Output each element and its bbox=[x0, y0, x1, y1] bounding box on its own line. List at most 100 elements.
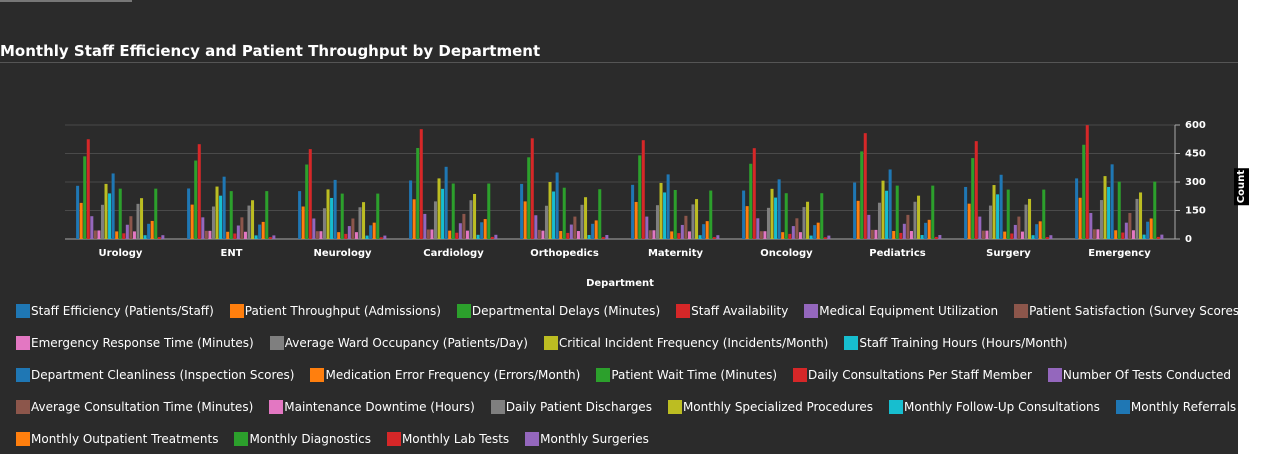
bar bbox=[129, 216, 133, 239]
legend-item[interactable]: Patient Satisfaction (Survey Scores) bbox=[1014, 302, 1238, 319]
bar bbox=[684, 215, 688, 239]
legend-swatch bbox=[543, 335, 558, 350]
bar bbox=[140, 198, 144, 239]
legend-item[interactable]: Monthly Surgeries bbox=[525, 430, 649, 447]
legend-label: Emergency Response Time (Minutes) bbox=[31, 335, 254, 350]
bar bbox=[798, 232, 802, 239]
bar bbox=[1121, 232, 1125, 239]
x-tick-label: Maternity bbox=[648, 248, 704, 259]
legend-item[interactable]: Patient Wait Time (Minutes) bbox=[596, 366, 777, 383]
bar bbox=[1107, 186, 1111, 239]
bar bbox=[326, 189, 330, 239]
bar bbox=[702, 224, 706, 239]
legend-item[interactable]: Number Of Tests Conducted bbox=[1047, 366, 1231, 383]
bar bbox=[791, 226, 795, 239]
legend-item[interactable]: Monthly Referrals bbox=[1115, 398, 1236, 415]
legend-swatch bbox=[16, 399, 30, 414]
legend-item[interactable]: Department Cleanliness (Inspection Score… bbox=[16, 366, 294, 383]
bar bbox=[1124, 222, 1128, 239]
bar bbox=[766, 207, 770, 239]
bar bbox=[863, 133, 867, 239]
bar bbox=[333, 179, 337, 239]
legend-item[interactable]: Average Ward Occupancy (Patients/Day) bbox=[269, 334, 528, 351]
bar bbox=[881, 180, 885, 239]
bar bbox=[677, 233, 681, 239]
bar bbox=[100, 204, 104, 239]
bar bbox=[752, 148, 756, 239]
bar bbox=[1142, 234, 1146, 239]
bar bbox=[559, 231, 563, 239]
bar bbox=[1010, 233, 1014, 239]
legend-item[interactable]: Monthly Outpatient Treatments bbox=[16, 430, 218, 447]
bar bbox=[354, 232, 358, 239]
bar bbox=[634, 201, 638, 239]
legend-item[interactable]: Maintenance Downtime (Hours) bbox=[269, 398, 475, 415]
bar bbox=[806, 201, 810, 239]
bar bbox=[157, 237, 161, 239]
bar bbox=[1139, 192, 1143, 239]
bar bbox=[319, 231, 323, 239]
legend-item[interactable]: Staff Efficiency (Patients/Staff) bbox=[16, 302, 214, 319]
legend-item[interactable]: Average Consultation Time (Minutes) bbox=[16, 398, 253, 415]
legend-item[interactable]: Monthly Follow-Up Consultations bbox=[889, 398, 1100, 415]
bar bbox=[816, 222, 820, 239]
bar bbox=[451, 183, 455, 239]
bar bbox=[992, 185, 996, 239]
legend-item[interactable]: Medical Equipment Utilization bbox=[804, 302, 998, 319]
bar bbox=[971, 158, 975, 239]
legend-item[interactable]: Monthly Diagnostics bbox=[234, 430, 371, 447]
bar bbox=[301, 206, 305, 239]
legend-item[interactable]: Daily Consultations Per Staff Member bbox=[793, 366, 1032, 383]
bar bbox=[695, 199, 699, 239]
legend-swatch bbox=[676, 303, 691, 318]
legend-swatch bbox=[667, 399, 682, 414]
bar bbox=[226, 231, 230, 239]
bar bbox=[1110, 164, 1114, 239]
legend-label: Monthly Surgeries bbox=[540, 431, 649, 446]
bar bbox=[365, 235, 369, 239]
bar bbox=[867, 214, 871, 239]
bar bbox=[576, 231, 580, 239]
bar bbox=[964, 186, 968, 239]
legend-swatch bbox=[456, 303, 471, 318]
legend-item[interactable]: Staff Availability bbox=[676, 302, 788, 319]
legend: Staff Efficiency (Patients/Staff) Patient… bbox=[16, 302, 1238, 447]
bar bbox=[770, 188, 774, 239]
bar bbox=[906, 214, 910, 239]
bar bbox=[680, 224, 684, 239]
bar bbox=[1117, 181, 1121, 239]
legend-item[interactable]: Medication Error Frequency (Errors/Month… bbox=[310, 366, 580, 383]
bar bbox=[423, 213, 427, 239]
bar bbox=[638, 155, 642, 239]
title-rule bbox=[0, 62, 1238, 63]
legend-swatch bbox=[16, 335, 30, 350]
bar bbox=[487, 183, 491, 239]
x-tick-label: Neurology bbox=[313, 248, 372, 259]
bar bbox=[1078, 197, 1082, 239]
bar bbox=[233, 233, 237, 239]
legend-swatch bbox=[889, 399, 904, 414]
legend-swatch bbox=[269, 399, 284, 414]
legend-item[interactable]: Critical Incident Frequency (Incidents/M… bbox=[543, 334, 828, 351]
legend-label: Staff Efficiency (Patients/Staff) bbox=[31, 303, 214, 318]
bar bbox=[709, 190, 713, 239]
legend-item[interactable]: Emergency Response Time (Minutes) bbox=[16, 334, 254, 351]
legend-label: Patient Satisfaction (Survey Scores) bbox=[1029, 303, 1238, 318]
legend-item[interactable]: Daily Patient Discharges bbox=[490, 398, 652, 415]
bar bbox=[788, 233, 792, 239]
bar bbox=[90, 216, 94, 239]
bar bbox=[254, 235, 258, 239]
legend-item[interactable]: Patient Throughput (Admissions) bbox=[229, 302, 441, 319]
legend-item[interactable]: Staff Training Hours (Hours/Month) bbox=[844, 334, 1067, 351]
bar bbox=[631, 184, 635, 239]
legend-item[interactable]: Monthly Lab Tests bbox=[386, 430, 509, 447]
bar bbox=[874, 229, 878, 239]
legend-item[interactable]: Departmental Delays (Minutes) bbox=[456, 302, 660, 319]
bar bbox=[154, 188, 158, 239]
legend-swatch bbox=[229, 303, 244, 318]
legend-swatch bbox=[310, 367, 325, 382]
legend-item[interactable]: Monthly Specialized Procedures bbox=[667, 398, 873, 415]
bar bbox=[580, 204, 584, 239]
bar bbox=[240, 217, 244, 239]
legend-label: Daily Patient Discharges bbox=[505, 399, 652, 414]
